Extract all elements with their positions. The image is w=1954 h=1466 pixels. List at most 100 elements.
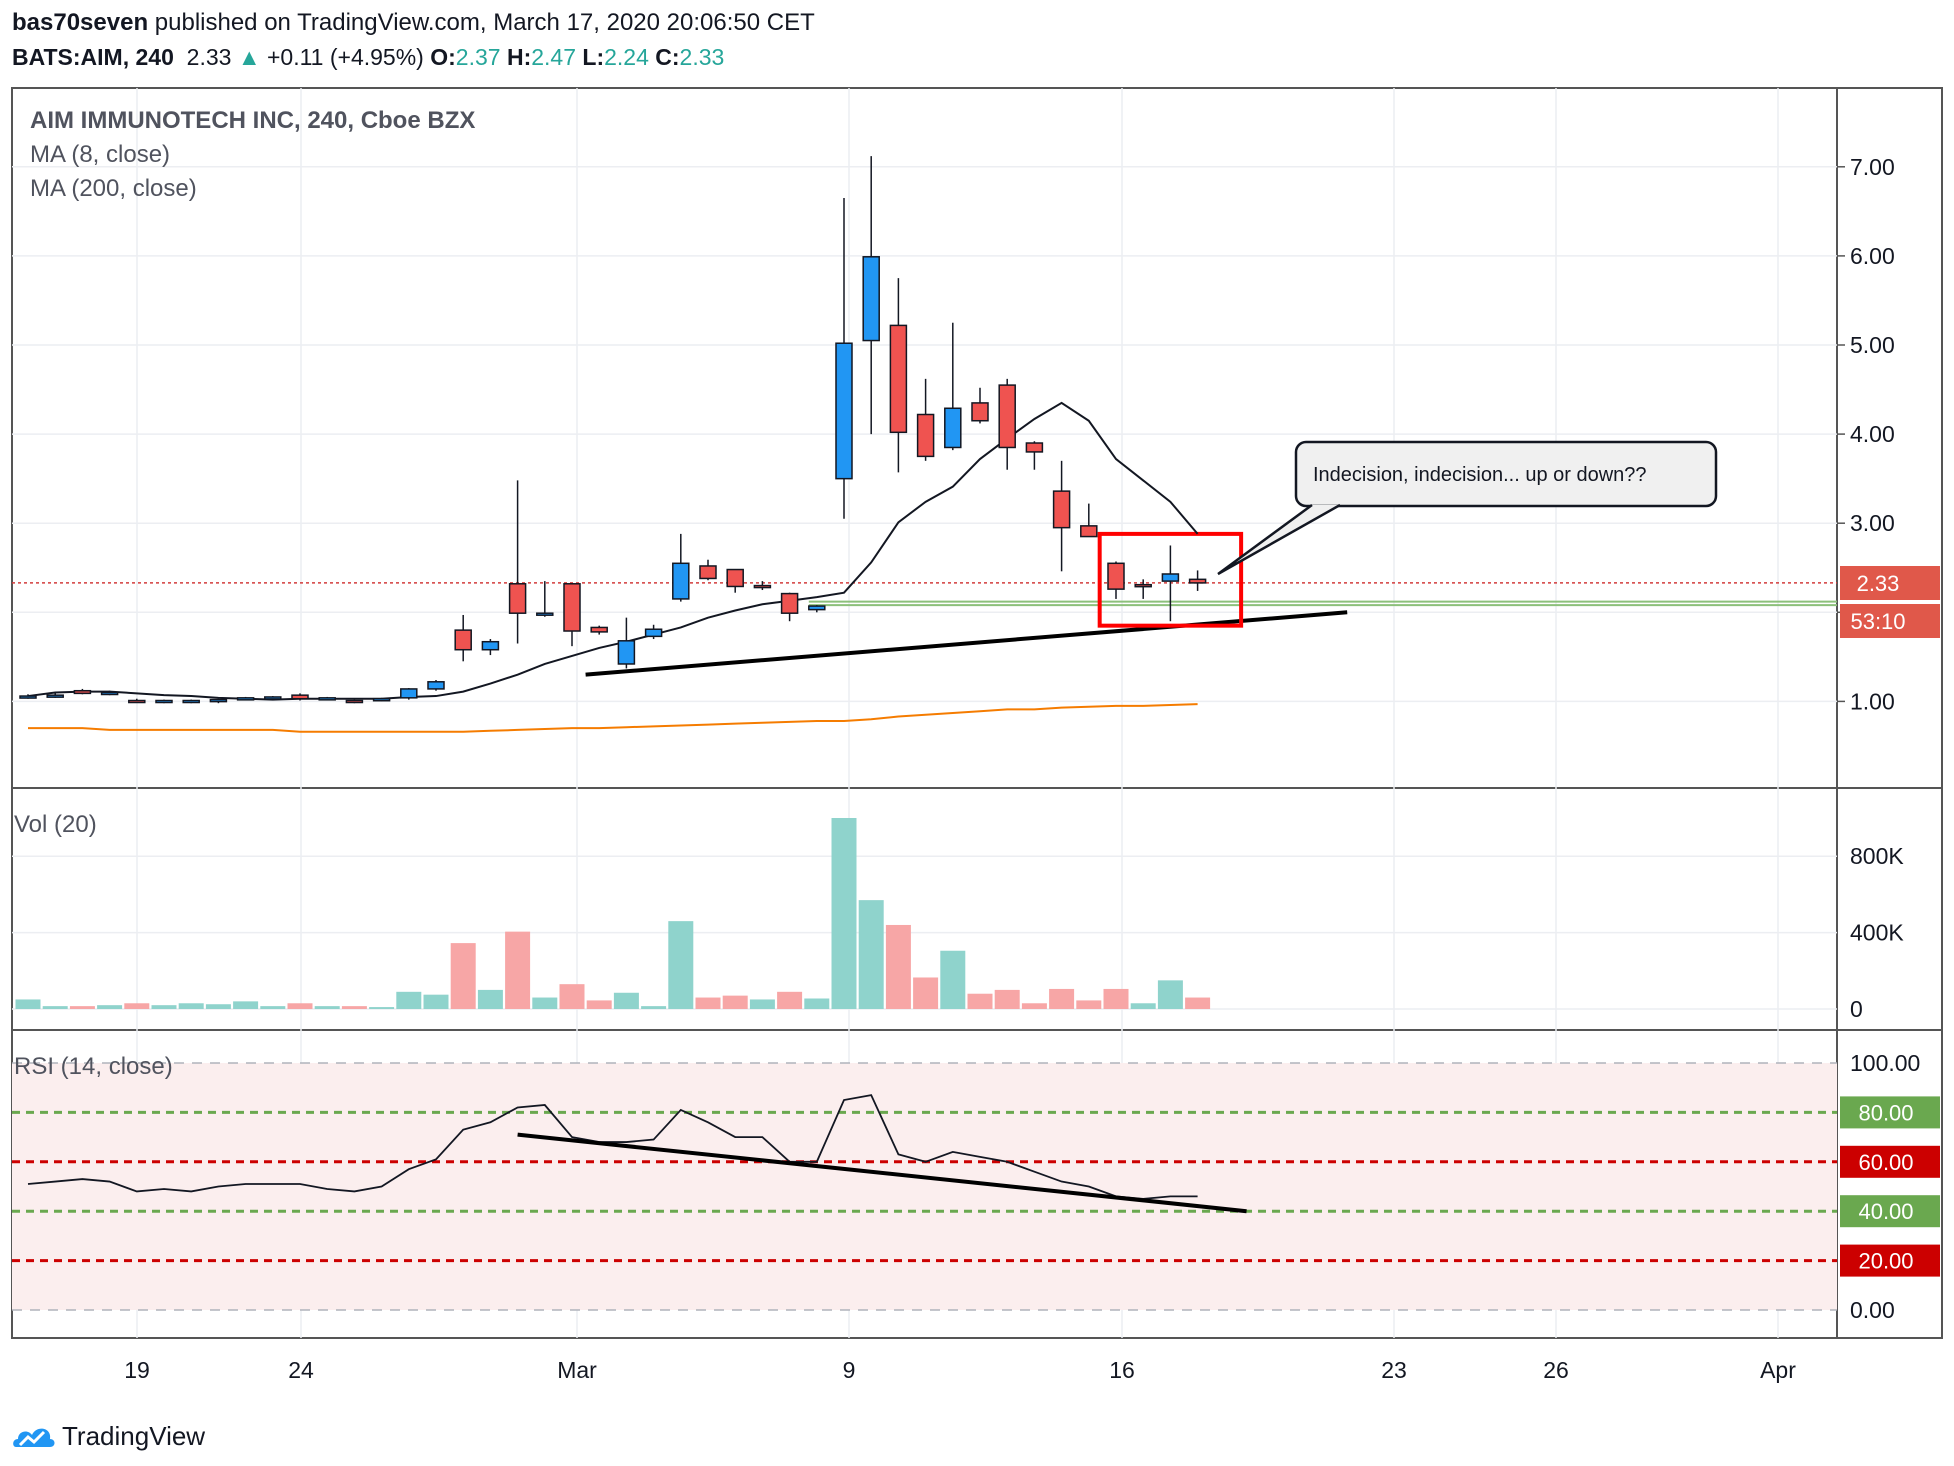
volume-bar (314, 1006, 340, 1009)
volume-bar (477, 989, 503, 1009)
candle-body (617, 640, 636, 665)
rsi-tick-label: 0.00 (1850, 1297, 1895, 1323)
volume-bar (858, 900, 884, 1009)
rsi-level-label: 20.00 (1858, 1249, 1913, 1274)
vol-tick-label: 0 (1850, 996, 1863, 1022)
candle-body (318, 697, 336, 701)
trend-line (585, 610, 1348, 677)
countdown-tag-bg (1840, 604, 1940, 638)
volume-bar (97, 1005, 123, 1009)
volume-bar (831, 818, 857, 1009)
rsi-trend-line (517, 1132, 1247, 1214)
candle-body (644, 628, 663, 638)
callout-bubble (1294, 440, 1718, 508)
volume-bars (15, 818, 1211, 1009)
legend: AIM IMMUNOTECH INC, 240, Cboe BZX MA (8,… (14, 107, 475, 1080)
volume-bar (695, 997, 721, 1009)
candle-body (916, 413, 935, 458)
last-price: 2.33 (186, 44, 232, 70)
author-name[interactable]: bas70seven (12, 9, 149, 36)
byline: bas70seven published on TradingView.com,… (12, 6, 815, 40)
candle-body (73, 689, 92, 695)
candle-body (372, 697, 391, 702)
volume-bar (1049, 988, 1075, 1009)
candle-body (508, 583, 527, 614)
volume-bar (940, 950, 966, 1009)
volume-bar (124, 1003, 150, 1009)
x-tick-label: 23 (1381, 1357, 1407, 1383)
tradingview-logo[interactable]: TradingView (12, 1416, 205, 1456)
candle-body (726, 568, 744, 588)
x-tick-label: 24 (288, 1357, 314, 1383)
volume-bar (287, 1003, 313, 1009)
callout-pointer (1217, 503, 1341, 576)
legend-ma200[interactable]: MA (200, close) (30, 175, 197, 202)
volume-bar (668, 921, 694, 1009)
candle-body (1134, 583, 1152, 588)
candle-body (481, 640, 500, 651)
vol-tick-label: 400K (1850, 920, 1904, 946)
candle-body (835, 342, 853, 480)
high-label: H: (506, 44, 532, 70)
open-label: O: (430, 44, 456, 70)
legend-vol[interactable]: Vol (20) (14, 811, 97, 838)
candle-body (1052, 490, 1071, 529)
candle-body (182, 699, 200, 704)
candle-body (46, 694, 64, 698)
legend-ma8[interactable]: MA (8, close) (30, 141, 170, 168)
volume-bar (396, 991, 422, 1009)
candle-body (753, 584, 772, 589)
highlight-box (1097, 531, 1244, 628)
rsi-level-label: 80.00 (1858, 1100, 1913, 1125)
x-tick-label: Mar (557, 1357, 597, 1383)
y-tick-label: 7.00 (1850, 154, 1895, 180)
volume-bar (967, 993, 993, 1009)
volume-bar (205, 1004, 231, 1009)
candle-body (128, 699, 146, 704)
candle-body (1161, 573, 1180, 582)
volume-bar (1076, 1000, 1102, 1009)
candle-body (944, 407, 962, 449)
rsi-level-tag (1840, 1145, 1940, 1178)
candle-body (454, 629, 472, 651)
candle-body (672, 562, 690, 600)
volume-bar (994, 989, 1020, 1009)
volume-bar (369, 1007, 395, 1009)
candle-body (998, 384, 1016, 449)
x-tick-label: 16 (1109, 1357, 1135, 1383)
quote-line: BATS:AIM, 240 2.33 ▲ +0.11 (+4.95%) O:2.… (12, 40, 815, 74)
candle-body (590, 626, 608, 633)
candles (19, 156, 1207, 704)
y-tick-label: 1.00 (1850, 688, 1895, 714)
volume-bar (233, 1001, 259, 1009)
candle-body (862, 256, 880, 342)
x-tick-label: 19 (124, 1357, 150, 1383)
legend-rsi[interactable]: RSI (14, close) (14, 1053, 173, 1080)
volume-bar (505, 931, 531, 1009)
rsi-level-tag (1840, 1096, 1940, 1129)
volume-bar (1021, 1003, 1047, 1009)
volume-bar (1103, 988, 1129, 1009)
price-axis[interactable]: 1924Mar9162326Apr1.002.003.004.005.006.0… (124, 154, 1940, 1383)
volume-bar (559, 984, 585, 1009)
candle-body (291, 694, 309, 700)
candle-body (1188, 578, 1207, 584)
rsi-level-tag (1840, 1195, 1940, 1228)
last-price-tag: 2.33 (1857, 571, 1900, 596)
volume-bar (1130, 1003, 1156, 1009)
close-label: C: (655, 44, 680, 70)
candle-body (209, 698, 228, 703)
volume-bar (722, 995, 748, 1009)
volume-bar (151, 1005, 177, 1009)
volume-bar (1185, 997, 1211, 1009)
volume-bar (532, 997, 558, 1009)
price-tags: 2.33 53:10 (1840, 566, 1940, 638)
low-label: L: (582, 44, 605, 70)
low-value: 2.24 (604, 44, 649, 70)
volume-bar (913, 977, 939, 1009)
volume-bar (777, 991, 803, 1009)
legend-title: AIM IMMUNOTECH INC, 240, Cboe BZX (30, 107, 475, 134)
high-value: 2.47 (531, 44, 576, 70)
annotation-callout[interactable]: Indecision, indecision... up or down?? (1217, 440, 1718, 576)
